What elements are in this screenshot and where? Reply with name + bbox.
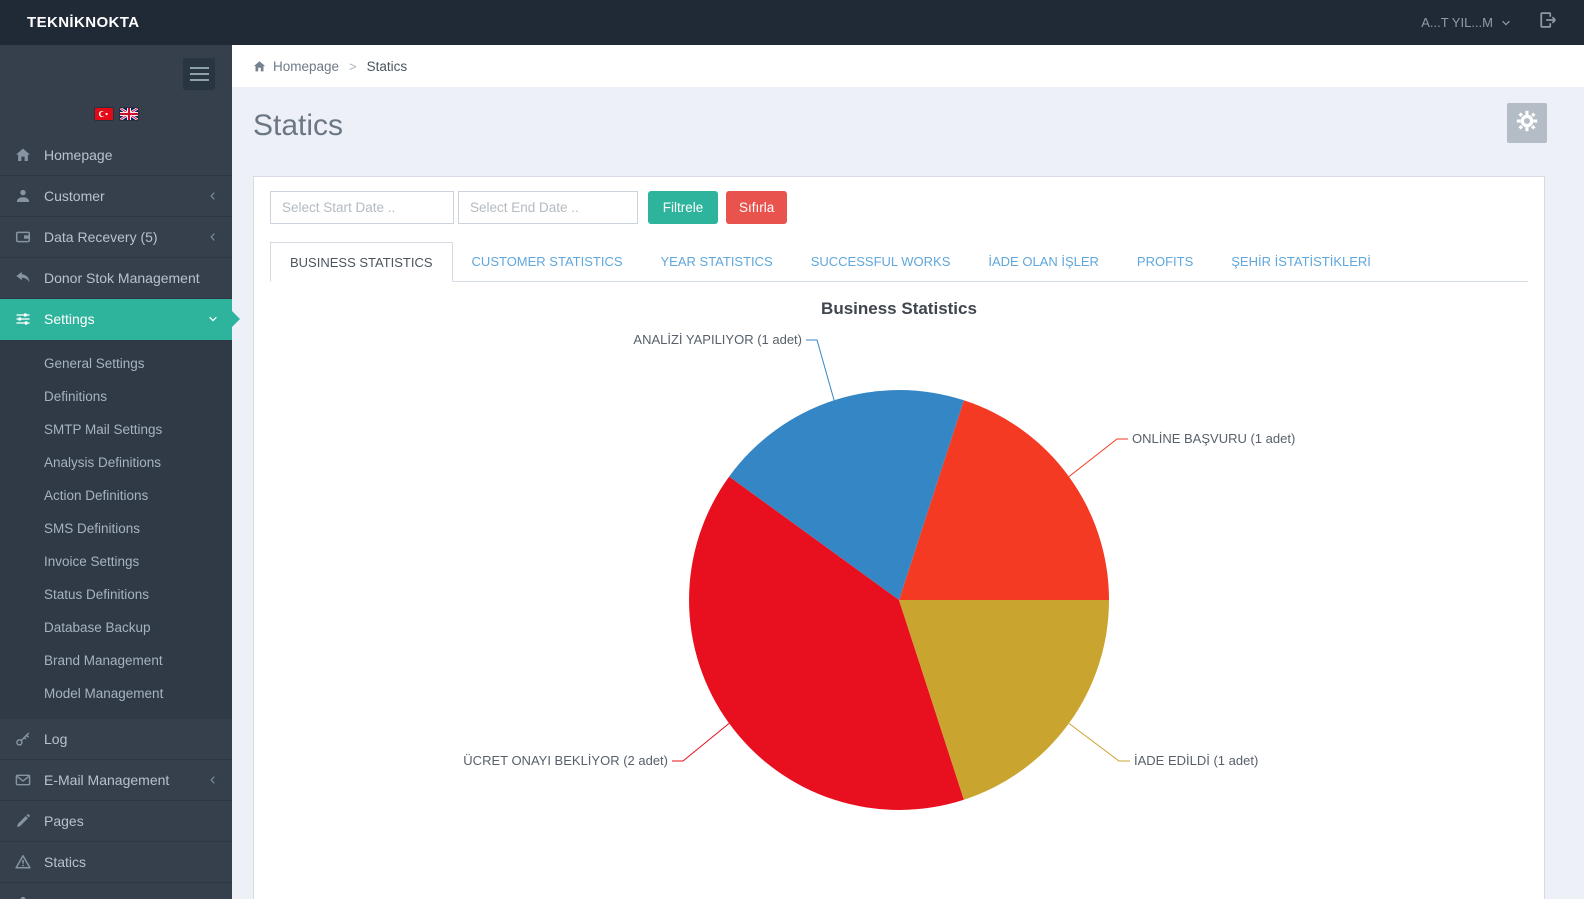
settings-submenu: General Settings Definitions SMTP Mail Set…	[0, 340, 232, 719]
logout-button[interactable]	[1538, 10, 1558, 35]
pencil-icon	[15, 813, 33, 829]
pie-label-onli-ne-başvuru: ONLİNE BAŞVURU (1 adet)	[1132, 431, 1296, 446]
sidebar-subitem-status-definitions[interactable]: Status Definitions	[44, 587, 150, 602]
tab-year-statistics[interactable]: YEAR STATISTICS	[660, 254, 773, 269]
tab-bar: BUSINESS STATISTICS CUSTOMER STATISTICS YE…	[270, 242, 1528, 282]
pie-chart-svg	[672, 339, 1130, 810]
chart-region: Business Statistics ONLİNE BAŞVURU (1 ad…	[254, 282, 1544, 899]
pie-label-leader	[672, 723, 730, 762]
breadcrumb: Homepage > Statics	[232, 45, 1584, 87]
turkish-flag-icon[interactable]	[94, 108, 113, 120]
sidebar-subitem-invoice-settings[interactable]: Invoice Settings	[44, 554, 140, 569]
sidebar-subitem-analysis-definitions[interactable]: Analysis Definitions	[44, 455, 162, 470]
pie-slice-i-ade-edi-ldi[interactable]	[899, 600, 1109, 800]
sidebar-item-homepage[interactable]: Homepage	[0, 135, 232, 176]
sidebar-subitem-brand-management[interactable]: Brand Management	[44, 653, 163, 668]
envelope-icon	[15, 772, 33, 788]
user-icon	[15, 188, 33, 204]
user-menu[interactable]: A...T YIL...M	[1421, 15, 1512, 30]
brand-logo: TEKNİKNOKTA	[27, 14, 140, 31]
uk-flag-icon[interactable]	[119, 108, 138, 120]
user-label: A...T YIL...M	[1421, 15, 1493, 30]
settings-gear-button[interactable]	[1507, 103, 1547, 143]
key-icon	[15, 731, 33, 747]
pie-label-leader	[1068, 438, 1128, 477]
sidebar-item-donor-stok-management[interactable]: Donor Stok Management	[0, 258, 232, 299]
tab-i-ade-olan-i-şler[interactable]: İADE OLAN İŞLER	[988, 254, 1099, 269]
chevron-left-icon	[207, 231, 219, 243]
user-icon	[15, 895, 33, 899]
sidebar-toggle[interactable]	[183, 58, 215, 90]
end-date-input[interactable]	[458, 191, 638, 224]
chevron-down-icon	[1500, 17, 1512, 29]
undo-icon	[15, 270, 33, 286]
chevron-left-icon	[207, 190, 219, 202]
pie-slice-anali-zi-yapiliyor[interactable]	[729, 390, 964, 600]
sidebar-item-settings[interactable]: Settings	[0, 299, 232, 340]
sidebar-subitem-model-management[interactable]: Model Management	[44, 686, 164, 701]
sidebar: Homepage Customer Data Recevery (5) Donor S…	[0, 45, 232, 899]
tab-şehi-r-i-stati-sti-kleri[interactable]: ŞEHİR İSTATİSTİKLERİ	[1231, 254, 1371, 269]
language-switcher	[0, 45, 232, 120]
pie-slice-ücret-onayi-bekli-yor[interactable]	[689, 476, 964, 810]
main-content: Homepage > Statics Statics Filtrele Sıfı…	[232, 45, 1584, 899]
page-header: Statics	[232, 87, 1584, 176]
sidebar-menu: Homepage Customer Data Recevery (5) Donor S…	[0, 135, 232, 899]
content-panel: Filtrele Sıfırla BUSINESS STATISTICS CUST…	[253, 176, 1545, 899]
chevron-left-icon	[207, 774, 219, 786]
home-icon	[253, 60, 266, 73]
pie-slice-onli-ne-başvuru[interactable]	[899, 400, 1109, 600]
chevron-down-icon	[207, 313, 219, 325]
sidebar-item-data-recevery-5[interactable]: Data Recevery (5)	[0, 217, 232, 258]
tab-successful-works[interactable]: SUCCESSFUL WORKS	[810, 254, 951, 269]
home-icon	[15, 147, 33, 163]
filter-button[interactable]: Filtrele	[648, 191, 718, 224]
pie-label-i-ade-edi-ldi: İADE EDİLDİ (1 adet)	[1134, 753, 1259, 768]
sidebar-item-partial[interactable]	[0, 883, 232, 899]
wallet-icon	[15, 229, 33, 245]
sidebar-subitem-definitions[interactable]: Definitions	[44, 389, 108, 404]
top-navbar: TEKNİKNOKTA A...T YIL...M	[0, 0, 1584, 45]
page-title: Statics	[253, 109, 344, 142]
sliders-icon	[15, 311, 33, 327]
start-date-input[interactable]	[270, 191, 454, 224]
sidebar-item-customer[interactable]: Customer	[0, 176, 232, 217]
sidebar-subitem-general-settings[interactable]: General Settings	[44, 356, 145, 371]
reset-button[interactable]: Sıfırla	[726, 191, 788, 224]
sidebar-item-statics[interactable]: Statics	[0, 842, 232, 883]
tab-business-statistics[interactable]: BUSINESS STATISTICS	[270, 242, 453, 282]
tab-profits[interactable]: PROFITS	[1136, 254, 1194, 269]
pie-label-leader	[806, 339, 835, 401]
sidebar-item-e-mail-management[interactable]: E-Mail Management	[0, 760, 232, 801]
hamburger-icon	[189, 67, 209, 69]
chart-title: Business Statistics	[821, 299, 977, 318]
warning-icon	[15, 854, 33, 870]
breadcrumb-separator: >	[349, 58, 357, 74]
sidebar-subitem-action-definitions[interactable]: Action Definitions	[44, 488, 149, 503]
sidebar-item-log[interactable]: Log	[0, 719, 232, 760]
breadcrumb-current: Statics	[366, 58, 408, 74]
pie-label-anali-zi-yapiliyor: ANALİZİ YAPILIYOR (1 adet)	[633, 332, 802, 347]
logout-icon	[1538, 10, 1558, 35]
filter-row: Filtrele Sıfırla	[254, 177, 1544, 224]
sidebar-subitem-sms-definitions[interactable]: SMS Definitions	[44, 521, 141, 536]
pie-label-leader	[1068, 723, 1130, 762]
sidebar-item-pages[interactable]: Pages	[0, 801, 232, 842]
sidebar-subitem-database-backup[interactable]: Database Backup	[44, 620, 151, 635]
gear-icon	[1516, 110, 1538, 137]
tab-customer-statistics[interactable]: CUSTOMER STATISTICS	[471, 254, 623, 269]
pie-label-ücret-onayi-bekli-yor: ÜCRET ONAYI BEKLİYOR (2 adet)	[463, 753, 668, 768]
sidebar-subitem-smtp-mail-settings[interactable]: SMTP Mail Settings	[44, 422, 163, 437]
breadcrumb-home-link[interactable]: Homepage	[273, 58, 340, 74]
